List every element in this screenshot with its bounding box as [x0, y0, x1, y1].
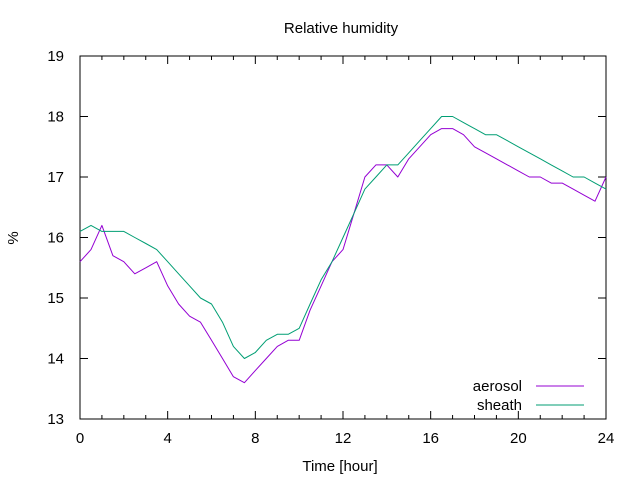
y-tick-label: 19 — [47, 48, 64, 65]
axis-ticks: 0 4 8 12 16 20 24 13 14 15 16 17 18 19 — [47, 48, 614, 447]
x-tick-label: 12 — [335, 430, 352, 447]
x-tick-label: 4 — [163, 430, 171, 447]
x-tick-label: 24 — [598, 430, 615, 447]
series-line-sheath — [79, 116, 607, 359]
y-tick-label: 16 — [47, 230, 64, 247]
legend: aerosol sheath — [473, 378, 584, 414]
y-axis-label: % — [5, 231, 22, 244]
y-tick-label: 15 — [47, 290, 64, 307]
x-tick-label: 0 — [76, 430, 84, 447]
series-line-aerosol — [79, 128, 607, 384]
y-tick-label: 18 — [47, 109, 64, 126]
x-tick-label: 20 — [510, 430, 527, 447]
legend-label-aerosol: aerosol — [473, 378, 522, 395]
series-lines — [79, 116, 607, 384]
legend-label-sheath: sheath — [477, 397, 522, 414]
x-tick-label: 8 — [251, 430, 259, 447]
chart-title: Relative humidity — [284, 20, 399, 37]
y-tick-label: 17 — [47, 169, 64, 186]
y-tick-label: 14 — [47, 351, 64, 368]
x-axis-label: Time [hour] — [302, 458, 377, 475]
y-tick-label: 13 — [47, 411, 64, 428]
x-tick-label: 16 — [422, 430, 439, 447]
